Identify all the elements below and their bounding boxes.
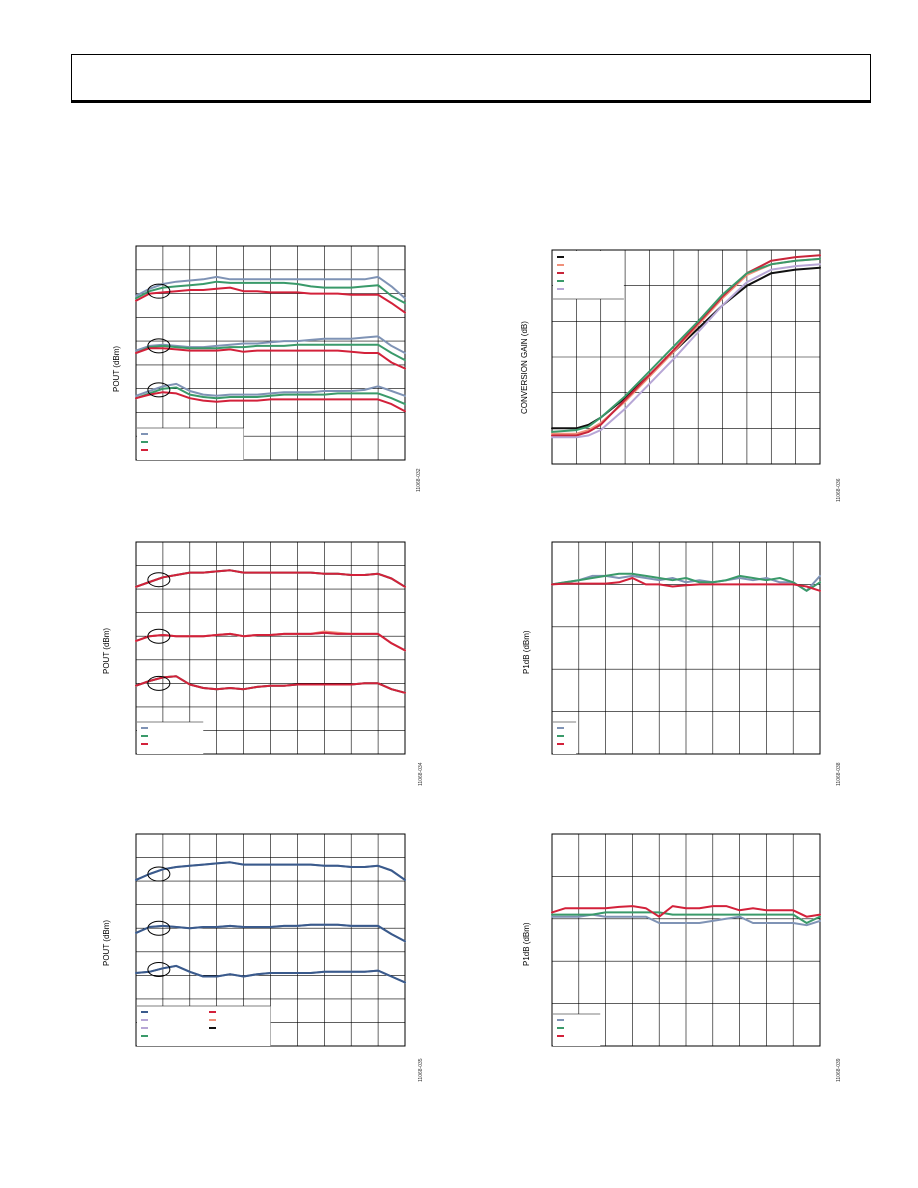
chart-p1db-1: P1dB (dBm) 11068-038 (514, 534, 864, 804)
c2-series-line (551, 254, 821, 437)
c5-legend-box (137, 1006, 271, 1046)
c5-series-line (135, 861, 406, 881)
c6-series-line (551, 913, 821, 927)
c3-series-line (135, 675, 406, 694)
chart-pout-1-plot (135, 245, 406, 461)
chart-p1db-1-plot (551, 541, 821, 755)
c3-legend-box (137, 722, 204, 754)
page-header-box (71, 54, 871, 103)
c1-legend-box (137, 428, 244, 460)
c5-ellipse-marker (147, 920, 171, 936)
c1-series-line (135, 347, 406, 370)
chart-p1db-2-figure-id: 11068-039 (836, 1058, 842, 1082)
c1-series-line (135, 391, 406, 413)
chart-pout-2-plot (135, 541, 406, 755)
chart-conversion-gain-figure-id: 11068-036 (836, 478, 842, 502)
c1-series-line (135, 382, 406, 397)
chart-pout-2: POUT (dBm) 11068-034 (96, 534, 446, 804)
c1-ellipse-marker (147, 382, 171, 398)
chart-pout-3-figure-id: 11068-035 (418, 1058, 424, 1082)
chart-p1db-2: P1dB (dBm) 11068-039 (514, 826, 864, 1096)
c1-ellipse-marker (147, 338, 171, 354)
chart-pout-1-ylabel: POUT (dBm) (112, 345, 121, 392)
c4-legend-box (553, 722, 577, 754)
c1-series-line (135, 335, 406, 354)
chart-pout-2-figure-id: 11068-034 (418, 762, 424, 786)
chart-pout-1: POUT (dBm) 11068-032 (96, 240, 446, 510)
chart-pout-1-figure-id: 11068-032 (416, 468, 422, 492)
c1-ellipse-marker (147, 283, 171, 299)
c2-legend-box (553, 251, 624, 299)
c1-series-line (135, 386, 406, 406)
c3-series-line (135, 631, 406, 652)
c6-legend-box (553, 1014, 601, 1046)
chart-p1db-2-ylabel: P1dB (dBm) (522, 922, 531, 966)
c5-ellipse-marker (147, 961, 171, 977)
c1-series-line (135, 343, 406, 362)
c2-series-line (551, 257, 821, 433)
c3-ellipse-marker (147, 628, 171, 644)
chart-p1db-2-plot (551, 833, 821, 1047)
chart-pout-3: POUT (dBm) 11068-035 (96, 826, 446, 1096)
c2-series-line (551, 263, 821, 439)
chart-pout-2-ylabel: POUT (dBm) (102, 627, 111, 674)
c1-series-line (135, 286, 406, 314)
chart-p1db-1-ylabel: P1dB (dBm) (522, 630, 531, 674)
chart-conversion-gain: CONVERSION GAIN (dB) 11068-036 (514, 244, 864, 514)
chart-pout-3-plot (135, 833, 406, 1047)
c1-series-line (135, 280, 406, 305)
c4-series-line (551, 577, 821, 592)
c5-ellipse-marker (147, 866, 171, 882)
c3-series-line (135, 569, 406, 588)
c6-series-line (551, 905, 821, 918)
c3-ellipse-marker (147, 572, 171, 588)
c5-series-line (135, 964, 406, 984)
c4-series-line (551, 574, 821, 592)
c4-series-line (551, 572, 821, 592)
chart-conversion-gain-plot (551, 249, 821, 465)
chart-conversion-gain-ylabel: CONVERSION GAIN (dB) (520, 321, 529, 414)
c1-series-line (135, 275, 406, 300)
chart-p1db-1-figure-id: 11068-038 (836, 762, 842, 786)
c5-series-line (135, 923, 406, 943)
c6-series-line (551, 911, 821, 924)
c3-ellipse-marker (147, 675, 171, 691)
chart-pout-3-ylabel: POUT (dBm) (102, 919, 111, 966)
